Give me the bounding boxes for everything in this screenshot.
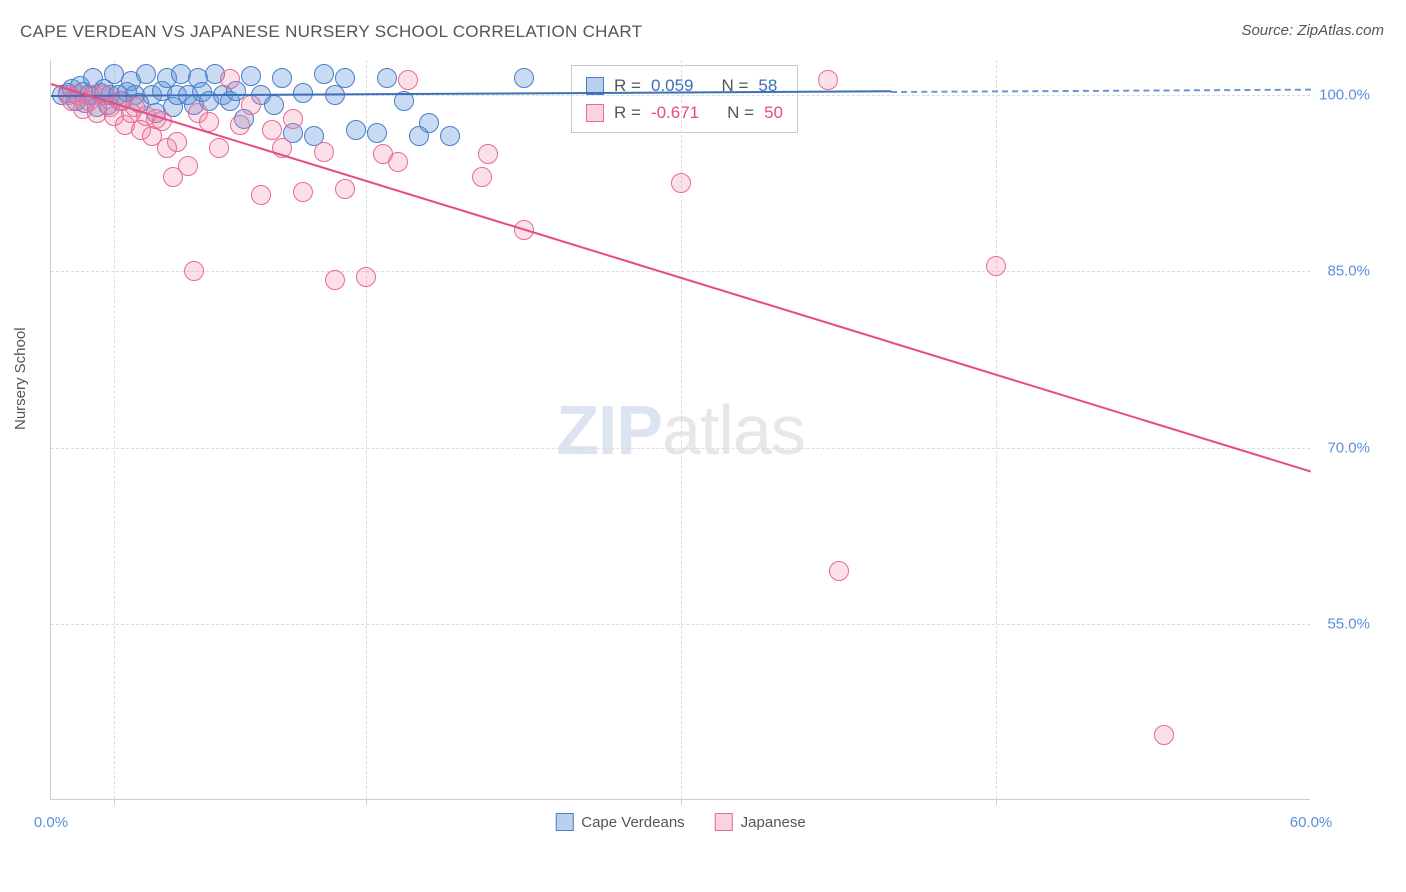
ytick-label: 55.0% xyxy=(1327,615,1370,632)
point-blue xyxy=(136,64,156,84)
stats-legend-box: R = 0.059 N = 58 R = -0.671 N = 50 xyxy=(571,65,798,133)
gridline-v xyxy=(996,60,997,799)
point-pink xyxy=(986,256,1006,276)
point-pink xyxy=(220,69,240,89)
ytick-label: 85.0% xyxy=(1327,263,1370,280)
source-label: Source: ZipAtlas.com xyxy=(1241,22,1384,39)
point-blue xyxy=(419,113,439,133)
swatch-pink xyxy=(715,813,733,831)
point-blue xyxy=(314,64,334,84)
point-blue xyxy=(241,66,261,86)
xtick-minor xyxy=(366,799,367,805)
ytick-label: 100.0% xyxy=(1319,87,1370,104)
point-blue xyxy=(264,95,284,115)
point-pink xyxy=(167,132,187,152)
point-pink xyxy=(472,167,492,187)
point-blue xyxy=(346,120,366,140)
swatch-blue xyxy=(555,813,573,831)
chart-title: CAPE VERDEAN VS JAPANESE NURSERY SCHOOL … xyxy=(20,22,642,42)
bottom-legend: Cape Verdeans Japanese xyxy=(555,813,805,831)
point-pink xyxy=(230,115,250,135)
point-pink xyxy=(178,156,198,176)
ytick-label: 70.0% xyxy=(1327,439,1370,456)
point-pink xyxy=(325,270,345,290)
plot-area: ZIPatlas R = 0.059 N = 58 R = -0.671 N =… xyxy=(50,60,1310,800)
point-blue xyxy=(335,68,355,88)
point-blue xyxy=(514,68,534,88)
xtick-label: 0.0% xyxy=(34,814,68,831)
point-pink xyxy=(388,152,408,172)
swatch-pink xyxy=(586,104,604,122)
legend-item-pink: Japanese xyxy=(715,813,806,831)
point-blue xyxy=(367,123,387,143)
xtick-minor xyxy=(114,799,115,805)
watermark-light: atlas xyxy=(662,391,805,469)
legend-label-pink: Japanese xyxy=(741,814,806,831)
r-label: R = xyxy=(614,99,641,126)
point-pink xyxy=(293,182,313,202)
gridline-v xyxy=(114,60,115,799)
stats-row-pink: R = -0.671 N = 50 xyxy=(586,99,783,126)
point-pink xyxy=(671,173,691,193)
r-value-pink: -0.671 xyxy=(651,99,699,126)
point-pink xyxy=(829,561,849,581)
xtick-minor xyxy=(681,799,682,805)
point-blue xyxy=(377,68,397,88)
point-pink xyxy=(209,138,229,158)
point-pink xyxy=(283,109,303,129)
watermark-bold: ZIP xyxy=(556,391,662,469)
point-blue xyxy=(272,68,292,88)
legend-label-blue: Cape Verdeans xyxy=(581,814,684,831)
point-pink xyxy=(398,70,418,90)
point-pink xyxy=(241,95,261,115)
legend-item-blue: Cape Verdeans xyxy=(555,813,684,831)
n-label: N = xyxy=(727,99,754,126)
point-blue xyxy=(440,126,460,146)
y-axis-label: Nursery School xyxy=(12,327,29,430)
point-pink xyxy=(314,142,334,162)
point-pink xyxy=(335,179,355,199)
point-pink xyxy=(356,267,376,287)
point-pink xyxy=(184,261,204,281)
gridline-v xyxy=(681,60,682,799)
point-pink xyxy=(818,70,838,90)
gridline-v xyxy=(366,60,367,799)
point-pink xyxy=(1154,725,1174,745)
n-value-pink: 50 xyxy=(764,99,783,126)
xtick-label: 60.0% xyxy=(1290,814,1333,831)
point-pink xyxy=(478,144,498,164)
trend-line-blue-dashed xyxy=(891,88,1311,92)
xtick-minor xyxy=(996,799,997,805)
point-pink xyxy=(251,185,271,205)
